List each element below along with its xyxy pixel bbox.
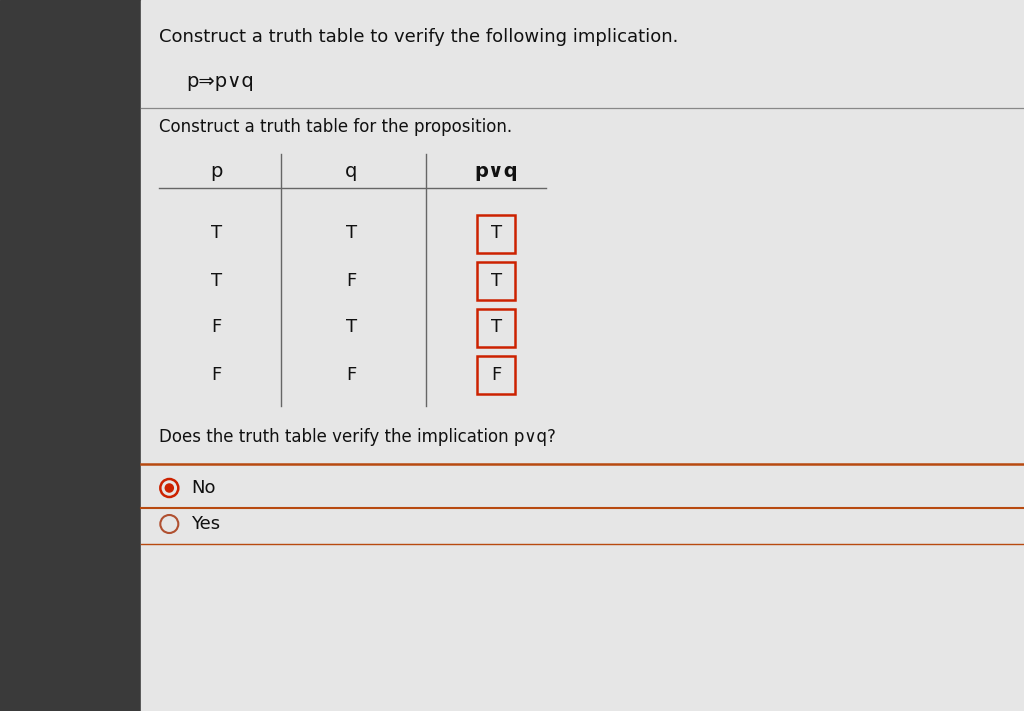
Text: F: F — [211, 319, 221, 336]
Text: F: F — [211, 365, 221, 383]
Text: T: T — [490, 225, 502, 242]
Text: Construct a truth table for the proposition.: Construct a truth table for the proposit… — [160, 118, 512, 136]
Text: T: T — [346, 225, 357, 242]
Bar — [477, 356, 515, 393]
Text: p: p — [210, 162, 222, 181]
Bar — [477, 215, 515, 252]
Text: T: T — [211, 272, 222, 289]
Text: p⇒p∨q: p⇒p∨q — [186, 72, 254, 91]
Text: No: No — [191, 479, 216, 497]
Text: T: T — [346, 319, 357, 336]
Text: T: T — [211, 225, 222, 242]
Text: Does the truth table verify the implication p∨q?: Does the truth table verify the implicat… — [160, 428, 556, 446]
Bar — [477, 262, 515, 299]
Text: p∨q: p∨q — [474, 162, 518, 181]
Bar — [141, 0, 1024, 711]
Bar — [477, 309, 515, 346]
Text: F: F — [346, 272, 356, 289]
Text: F: F — [492, 365, 502, 383]
Text: Yes: Yes — [191, 515, 220, 533]
Text: T: T — [490, 272, 502, 289]
Text: F: F — [346, 365, 356, 383]
Bar — [0, 0, 141, 711]
Text: T: T — [490, 319, 502, 336]
Text: q: q — [345, 162, 357, 181]
Circle shape — [165, 484, 173, 492]
Text: Construct a truth table to verify the following implication.: Construct a truth table to verify the fo… — [160, 28, 679, 46]
